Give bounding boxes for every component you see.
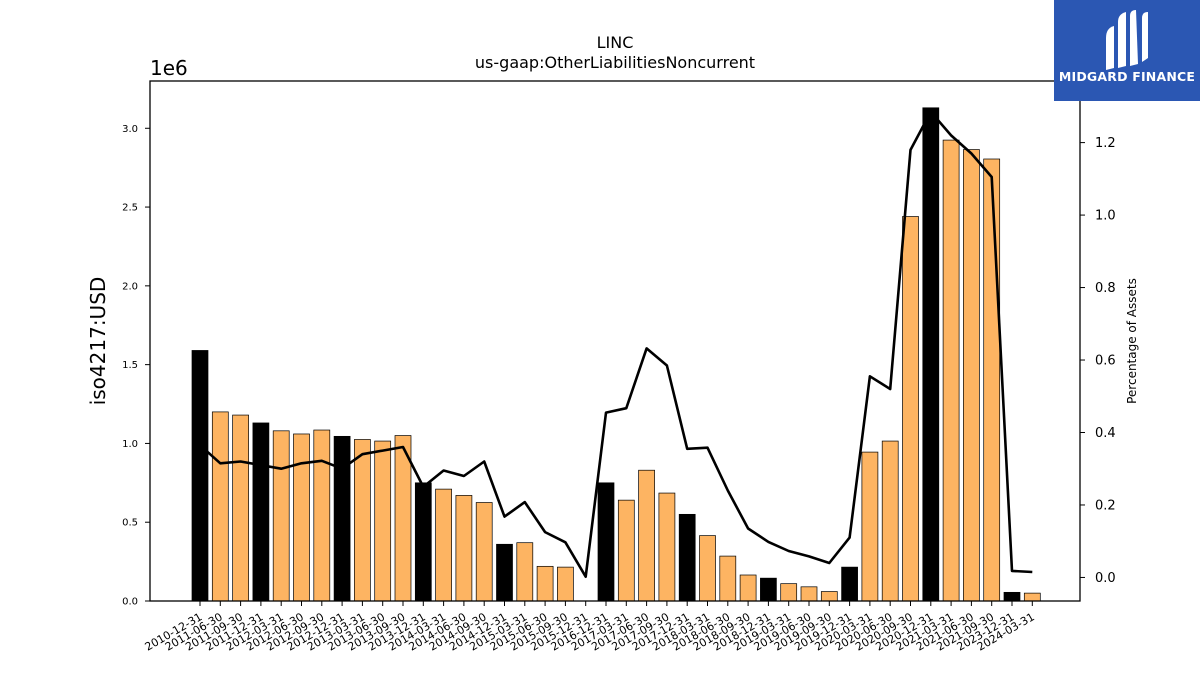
y-tick-label: 1.5	[122, 360, 138, 371]
y-tick-label: 0.0	[122, 597, 138, 608]
bar-2016-12-31	[597, 482, 615, 602]
y2-tick-label: 0.6	[1095, 354, 1116, 369]
bar-2012-06-30	[293, 433, 310, 602]
bar-2023-12-31	[1003, 591, 1021, 602]
bar-2015-09-30	[557, 566, 574, 602]
bar-2014-03-31	[435, 488, 452, 602]
y-axis-label: iso4217:USD	[86, 277, 110, 406]
bar-2020-03-31	[861, 451, 879, 602]
percentage-line	[199, 110, 1033, 579]
y2-tick-label: 0.8	[1095, 281, 1116, 296]
bar-2012-03-31	[272, 430, 290, 602]
axes: 0.0 0.5 1.0 1.5 2.0 2.5 3.0 0.0 0.2 0.4 0.6 0.8 1.0 1…	[86, 56, 1139, 654]
bar-2021-09-30	[983, 158, 1001, 602]
bar-2018-12-31	[760, 577, 777, 602]
bar-2017-12-31	[678, 513, 696, 602]
bar-2015-03-31	[516, 542, 534, 602]
logo-badge: MIDGARD FINANCE	[1054, 0, 1200, 101]
bar-2014-06-30	[455, 495, 473, 602]
bar-2012-09-30	[313, 429, 331, 602]
bar-2015-06-30	[536, 565, 554, 602]
bar-2011-09-30	[232, 414, 249, 602]
bar-2013-06-30	[374, 440, 392, 602]
y2-tick-label: 0.4	[1095, 426, 1116, 441]
chart-title: LINC	[596, 33, 634, 52]
bar-2020-12-31	[922, 107, 940, 602]
bar-2021-03-31	[942, 139, 960, 602]
bar-2018-09-30	[739, 574, 757, 602]
bar-2017-09-30	[658, 492, 676, 602]
bar-2020-09-30	[902, 216, 919, 602]
bar-2010-12-31	[191, 350, 209, 602]
bar-2019-12-31	[841, 566, 858, 602]
bar-2017-03-31	[617, 499, 635, 602]
bar-2018-03-31	[699, 535, 716, 602]
bar-2011-12-31	[252, 422, 270, 602]
bar-2020-06-30	[881, 440, 899, 602]
y-tick-label: 2.0	[122, 281, 138, 292]
bar-2019-06-30	[800, 586, 818, 602]
bar-2019-09-30	[820, 591, 838, 602]
bar-2013-12-31	[414, 482, 432, 602]
bar-2014-12-31	[496, 543, 513, 602]
y2-tick-label: 0.0	[1095, 571, 1116, 586]
chart-subtitle: us-gaap:OtherLiabilitiesNoncurrent	[474, 53, 756, 72]
y-tick-label: 2.5	[122, 203, 138, 214]
line-series	[199, 110, 1033, 579]
logo-text: MIDGARD FINANCE	[1058, 69, 1196, 84]
y-offset-label: 1e6	[150, 56, 188, 80]
bar-2024-03-31	[1023, 592, 1041, 602]
y-tick-label: 0.5	[122, 518, 138, 529]
y2-tick-label: 0.2	[1095, 498, 1116, 513]
bar-series	[191, 107, 1041, 602]
y2-axis-label: Percentage of Assets	[1125, 278, 1139, 404]
y2-tick-label: 1.0	[1095, 209, 1116, 224]
bar-2018-06-30	[719, 555, 737, 602]
bar-2021-06-30	[963, 149, 980, 602]
bar-2017-06-30	[638, 469, 655, 602]
bar-2012-12-31	[333, 435, 351, 602]
bar-2019-03-31	[780, 583, 798, 602]
y2-tick-label: 1.2	[1095, 136, 1116, 151]
bar-2013-03-31	[354, 439, 371, 602]
y-tick-label: 3.0	[122, 124, 138, 135]
bar-2014-09-30	[475, 502, 493, 602]
bar-2011-06-30	[211, 411, 229, 602]
logo-mark-icon	[1106, 10, 1148, 70]
y-tick-label: 1.0	[122, 439, 138, 450]
plot-frame	[149, 80, 1081, 602]
